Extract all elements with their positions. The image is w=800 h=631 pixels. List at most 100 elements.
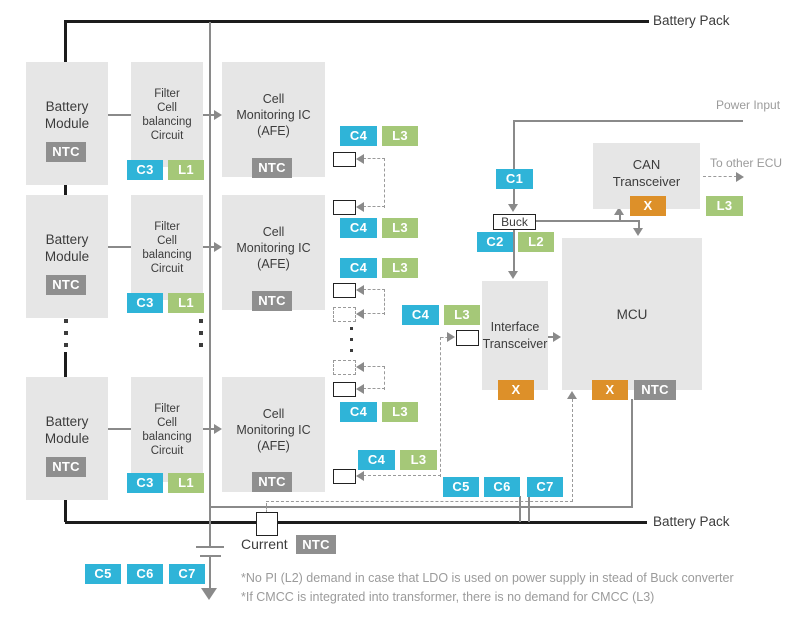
badge-l3-pair3: L3 (382, 258, 418, 278)
battery-pack-label-top: Battery Pack (653, 13, 730, 28)
battery-module-3: Battery Module (26, 377, 108, 500)
connector-box-afe2-bottom (333, 283, 356, 298)
filter-circuit-1: Filter Cell balancing Circuit (131, 62, 203, 167)
badge-c6-left: C6 (127, 564, 163, 584)
arrow-into-connector-afe3 (356, 471, 364, 481)
wire-battery-filter-3 (107, 428, 131, 430)
badge-c7-right: C7 (527, 477, 563, 497)
dash-chain1-bottom (363, 206, 385, 207)
badge-ntc-battery-2: NTC (46, 275, 86, 295)
badge-c7-left: C7 (169, 564, 205, 584)
dash-chain3-vertical (384, 366, 385, 390)
filter-1-label: Filter Cell balancing Circuit (142, 87, 192, 142)
wire-sense-tap-2 (528, 496, 530, 522)
battery-module-1: Battery Module (26, 62, 108, 185)
wire-filter-afe-1 (203, 114, 215, 116)
dash-chain2-vertical (384, 289, 385, 315)
badge-l1-row3: L1 (168, 473, 204, 493)
badge-c4-pair3: C4 (340, 258, 377, 278)
badge-c4-pair4: C4 (340, 402, 377, 422)
badge-c4-pair5: C4 (358, 450, 395, 470)
dash-to-other-ecu (703, 176, 737, 177)
badge-ntc-afe-3: NTC (252, 472, 292, 492)
wire-filter-afe-3 (203, 428, 215, 430)
badge-l3-pair4: L3 (382, 402, 418, 422)
battery-module-2-label: Battery Module (44, 231, 90, 264)
wire-main-vertical (209, 22, 211, 547)
footnote-2: *If CMCC is integrated into transformer,… (241, 590, 655, 604)
badge-ntc-afe-1: NTC (252, 158, 292, 178)
badge-ntc-afe-2: NTC (252, 291, 292, 311)
bus-battery-link-3 (64, 352, 67, 378)
badge-ntc-current: NTC (296, 535, 336, 554)
badge-c6-right: C6 (484, 477, 520, 497)
badge-l1-row2: L1 (168, 293, 204, 313)
footnote-1: *No PI (L2) demand in case that LDO is u… (241, 571, 734, 585)
arrow-filter-afe-2 (214, 242, 222, 252)
badge-l3-pair5: L3 (400, 450, 437, 470)
mcu: MCU (562, 238, 702, 390)
wire-ntc-sense-vertical (631, 399, 633, 508)
arrow-chain2-b (356, 309, 364, 319)
badge-l3-pair2: L3 (382, 218, 418, 238)
cell-monitoring-ic-1: Cell Monitoring IC (AFE) (222, 62, 325, 177)
dash-afe3-to-interface-h (363, 475, 441, 476)
badge-ntc-battery-3: NTC (46, 457, 86, 477)
ellipsis-filter-1 (199, 319, 203, 323)
badge-c5-left: C5 (85, 564, 121, 584)
dash-afe3-to-interface-top (441, 337, 448, 338)
to-other-ecu-label: To other ECU (710, 156, 783, 170)
badge-c2: C2 (477, 232, 513, 252)
battery-module-3-label: Battery Module (44, 413, 90, 446)
wire-buck-out (536, 220, 640, 222)
dash-current-stub (266, 503, 267, 513)
current-sensor-box (256, 512, 278, 536)
dash-chain1-vertical (384, 158, 385, 208)
bus-top-drop (64, 20, 67, 64)
wire-below-capacitor (209, 557, 211, 589)
afe-3-label: Cell Monitoring IC (AFE) (236, 406, 311, 453)
power-input-label: Power Input (716, 98, 781, 112)
badge-c4-pair6: C4 (402, 305, 439, 325)
wire-interface-mcu (548, 336, 554, 338)
arrow-interface-mcu (553, 332, 561, 342)
arrow-chain3-b (356, 384, 364, 394)
wire-cap-plate-top (196, 546, 224, 548)
dash-afe3-to-interface-v (440, 337, 441, 477)
buck-label: Buck (501, 215, 528, 229)
can-transceiver: CAN Transceiver (593, 143, 700, 209)
current-label: Current (241, 536, 288, 552)
wire-power-to-buck (513, 120, 515, 205)
wire-filter-afe-2 (203, 246, 215, 248)
wire-power-input-horizontal (513, 120, 743, 122)
arrow-into-can (614, 207, 624, 215)
connector-box-afe2-top (333, 200, 356, 215)
ellipsis-connector-3 (350, 349, 353, 352)
buck-converter: Buck (493, 214, 536, 230)
badge-l1-row1: L1 (168, 160, 204, 180)
arrow-chain1-b (356, 202, 364, 212)
bus-top-horizontal (65, 20, 649, 23)
dash-chain3-bottom (363, 388, 385, 389)
connector-box-interface (456, 330, 479, 346)
wire-buck-mcu-corner (638, 220, 640, 229)
arrow-chain1-a (356, 154, 364, 164)
badge-l3-pair1: L3 (382, 126, 418, 146)
badge-c3-row1: C3 (127, 160, 163, 180)
badge-ntc-battery-1: NTC (46, 142, 86, 162)
badge-x-interface: X (498, 380, 534, 400)
filter-3-label: Filter Cell balancing Circuit (142, 402, 192, 457)
cell-monitoring-ic-2: Cell Monitoring IC (AFE) (222, 195, 325, 310)
dash-chain2-bottom (363, 313, 385, 314)
bus-bottom-horizontal (65, 521, 647, 524)
arrow-into-buck (508, 204, 518, 212)
badge-l2: L2 (518, 232, 554, 252)
dash-current-vertical (572, 399, 573, 502)
badge-c3-row3: C3 (127, 473, 163, 493)
badge-c1: C1 (496, 169, 533, 189)
filter-2-label: Filter Cell balancing Circuit (142, 220, 192, 275)
badge-c4-pair2: C4 (340, 218, 377, 238)
battery-module-1-label: Battery Module (44, 98, 90, 131)
ellipsis-battery-3 (64, 343, 68, 347)
